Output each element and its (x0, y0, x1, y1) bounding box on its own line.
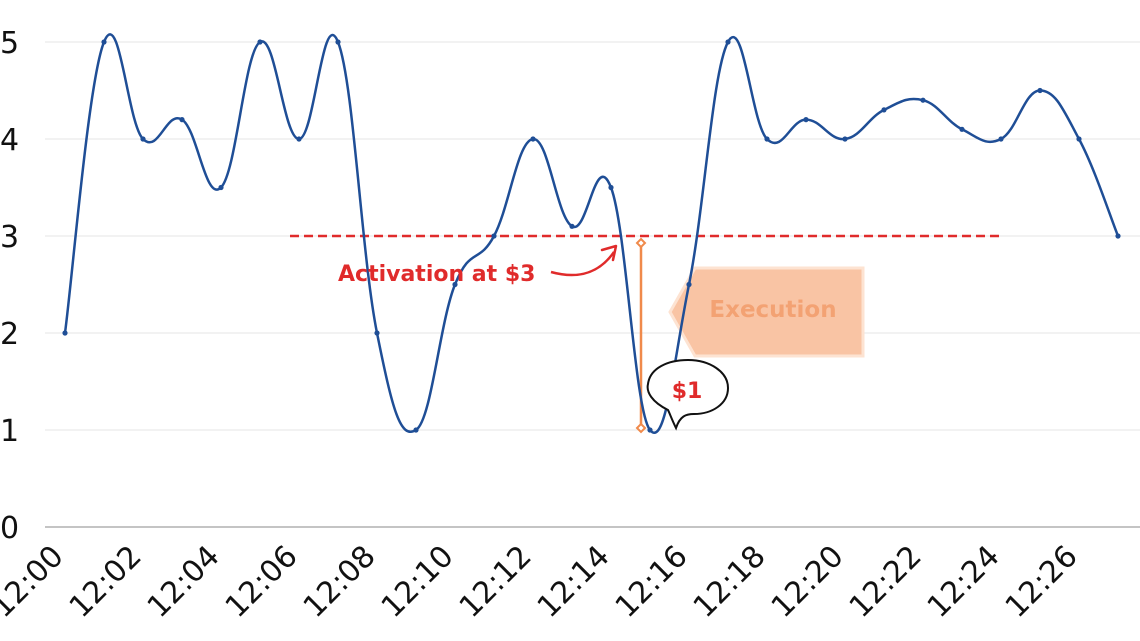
data-point (101, 39, 107, 45)
data-point (1037, 87, 1043, 94)
execution-arrow-box (668, 266, 865, 358)
x-tick-label: 12:16 (609, 539, 695, 625)
data-point (413, 427, 419, 433)
data-point (374, 330, 380, 336)
data-point (881, 107, 887, 113)
x-tick-label: 12:00 (0, 539, 71, 625)
x-tick-label: 12:06 (219, 539, 305, 625)
x-tick-label: 12:14 (531, 539, 617, 625)
data-point (218, 184, 224, 191)
x-tick-label: 12:02 (63, 539, 149, 625)
data-point (530, 136, 536, 142)
data-point (842, 136, 848, 142)
price-callout: $1 (646, 358, 730, 431)
data-point (608, 184, 614, 191)
data-point (647, 427, 653, 433)
price-callout-label: $1 (672, 379, 703, 404)
data-point (764, 136, 770, 142)
activation-label: Activation at $3 (338, 262, 535, 287)
data-point (296, 136, 302, 142)
data-point (803, 117, 809, 123)
x-tick-label: 12:26 (999, 539, 1085, 625)
x-tick-label: 12:22 (843, 539, 929, 625)
data-point (1076, 136, 1082, 142)
y-tick-label: 5 (0, 26, 19, 61)
data-point (1115, 233, 1121, 239)
y-tick-label: 4 (0, 123, 19, 158)
y-tick-label: 1 (0, 414, 19, 449)
data-point (998, 136, 1004, 142)
y-tick-label: 3 (0, 220, 19, 255)
data-point (335, 39, 341, 45)
x-tick-label: 12:04 (141, 539, 227, 625)
x-tick-label: 12:12 (453, 539, 539, 625)
x-tick-label: 12:18 (687, 539, 773, 625)
y-axis-ticks: 0 1 2 3 4 5 (0, 26, 19, 546)
execution-drop-bottom-marker (635, 422, 647, 434)
data-point (179, 117, 185, 123)
grid-lines (45, 41, 1140, 528)
x-tick-label: 12:10 (375, 539, 461, 625)
price-series-points (62, 39, 1121, 433)
price-series-line (63, 33, 1120, 434)
data-point (920, 97, 926, 103)
activation-annotation: Activation at $3 (338, 244, 618, 287)
data-point (140, 136, 146, 142)
data-point (569, 223, 575, 229)
data-point (257, 39, 263, 45)
y-tick-label: 2 (0, 317, 19, 352)
x-tick-label: 12:08 (297, 539, 383, 625)
activation-arrow (550, 251, 616, 277)
x-axis-ticks: 12:0012:0212:0412:0612:0812:1012:1212:14… (0, 539, 1085, 625)
x-tick-label: 12:20 (765, 539, 851, 625)
x-tick-label: 12:24 (921, 539, 1007, 625)
data-point (725, 39, 731, 45)
data-point (686, 281, 692, 288)
data-point (491, 233, 497, 239)
execution-label: Execution (709, 297, 836, 323)
y-tick-label: 0 (0, 511, 19, 546)
data-point (959, 126, 965, 132)
data-point (62, 330, 68, 336)
price-speech-bubble (646, 358, 730, 431)
execution-drop-top-marker (635, 237, 647, 249)
data-point (452, 281, 458, 288)
activation-arrowhead-icon (600, 244, 618, 262)
